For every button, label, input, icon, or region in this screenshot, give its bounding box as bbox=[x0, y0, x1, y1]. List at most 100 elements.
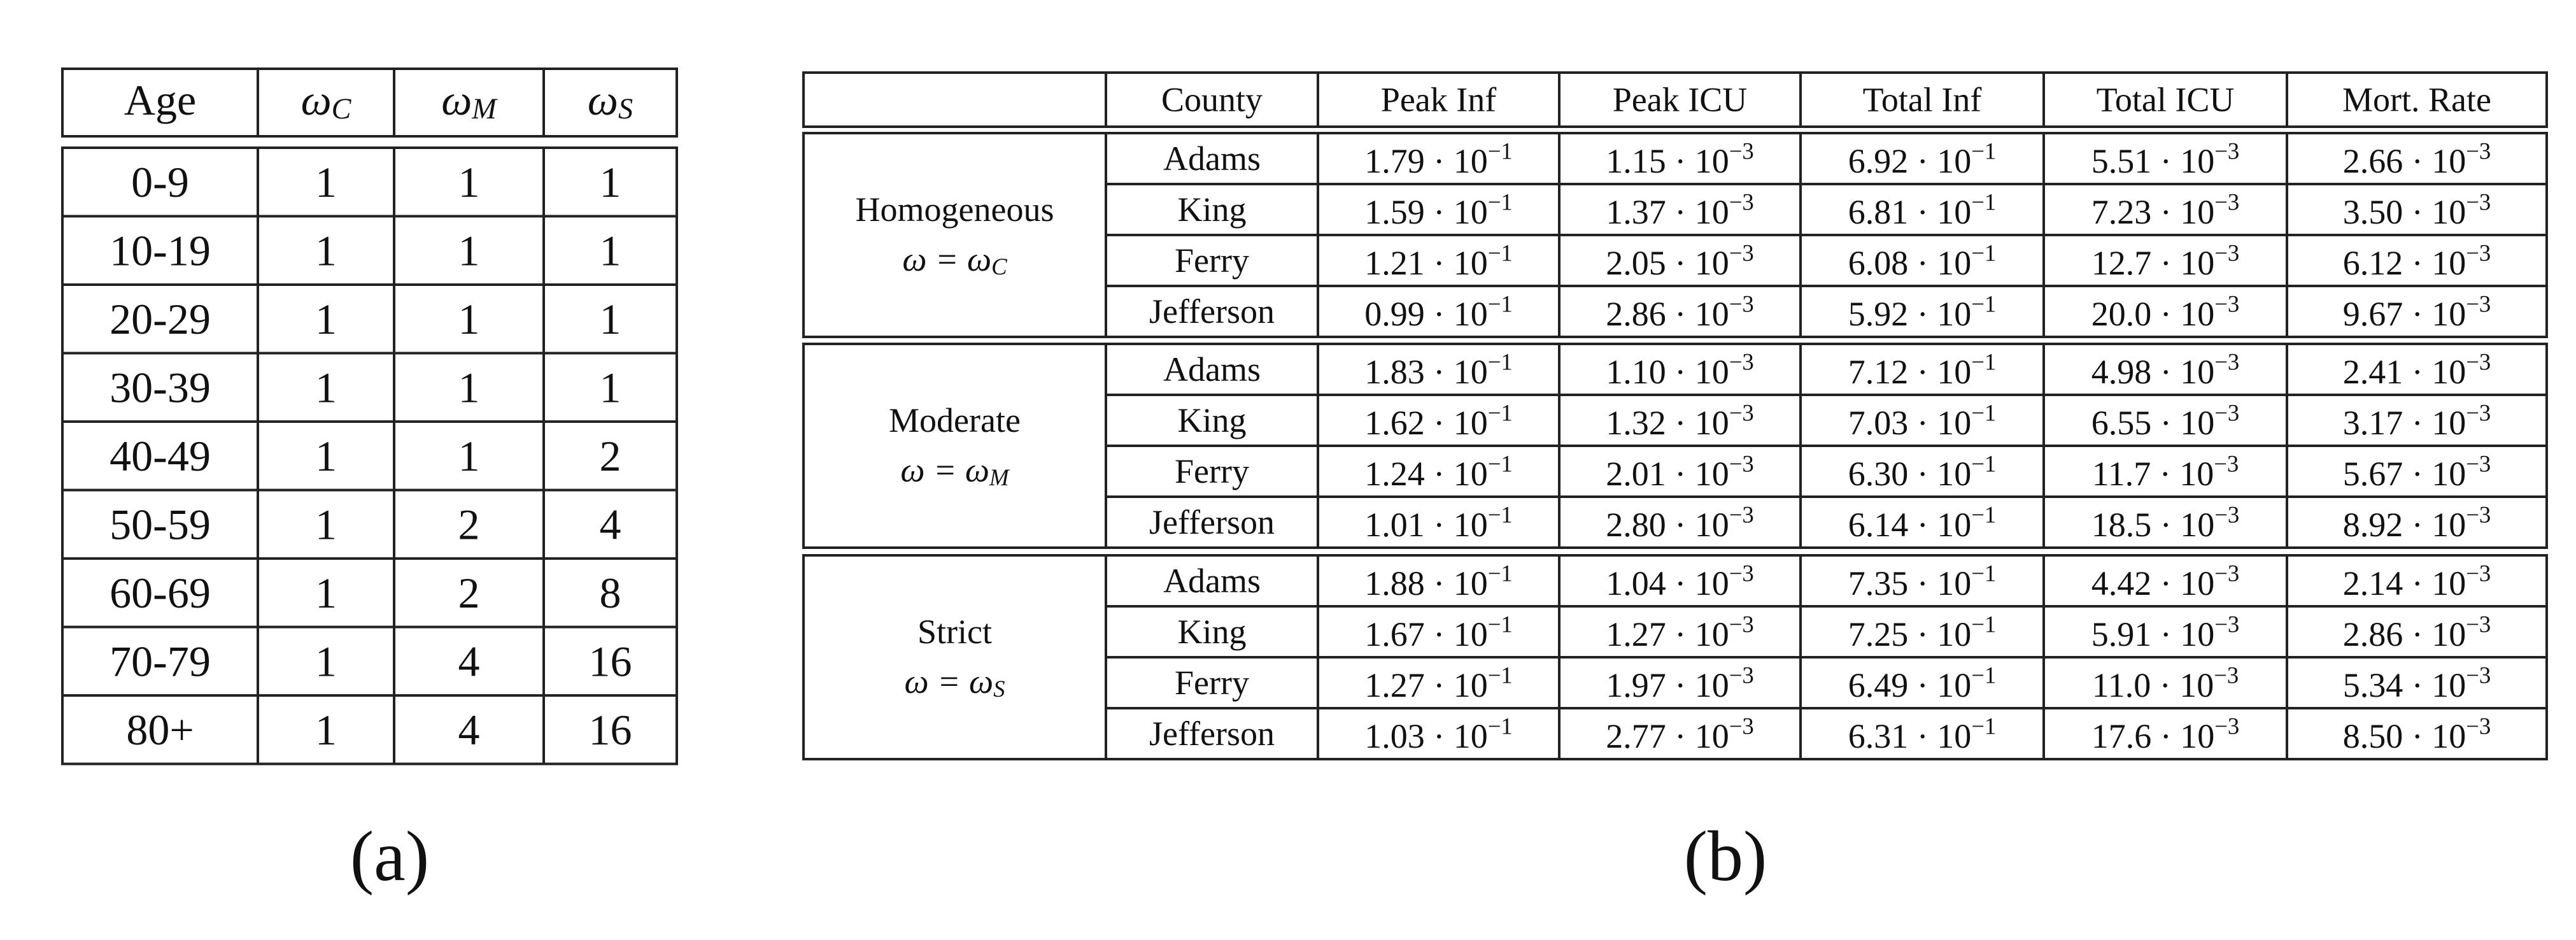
value-cell: 7.35 · 10−1 bbox=[1848, 560, 1997, 602]
value-cell-sup: −3 bbox=[1729, 450, 1754, 476]
value-cell-base: 2.14 · 10 bbox=[2343, 564, 2466, 602]
column-header-sub: M bbox=[471, 92, 498, 125]
value-cell: 0.99 · 10−1 bbox=[1364, 290, 1513, 333]
value-cell-base: 1.27 · 10 bbox=[1606, 615, 1729, 653]
value-cell-sup: −1 bbox=[1488, 662, 1513, 688]
table-cell: 1 bbox=[315, 432, 337, 480]
column-header-base: ω bbox=[301, 76, 332, 124]
value-cell-sup: −1 bbox=[1488, 348, 1513, 374]
group-omega-base: ω = ω bbox=[900, 451, 989, 489]
value-cell-sup: −1 bbox=[1488, 501, 1513, 527]
county: King bbox=[1178, 613, 1247, 651]
value-cell-base: 6.55 · 10 bbox=[2091, 404, 2214, 442]
value-cell-base: 1.21 · 10 bbox=[1364, 244, 1487, 282]
value-cell-base: 5.51 · 10 bbox=[2091, 142, 2214, 180]
table-cell: 1 bbox=[600, 295, 621, 343]
value-cell-sup: −1 bbox=[1488, 189, 1513, 215]
value-cell: 6.12 · 10−3 bbox=[2343, 239, 2491, 282]
value-cell-sup: −3 bbox=[2466, 189, 2491, 215]
value-cell-base: 3.17 · 10 bbox=[2343, 404, 2466, 442]
value-cell: 1.97 · 10−3 bbox=[1606, 662, 1754, 704]
table-cell: 0-9 bbox=[131, 158, 189, 206]
value-cell-base: 1.83 · 10 bbox=[1364, 353, 1487, 391]
value-cell: 1.01 · 10−1 bbox=[1364, 501, 1513, 544]
value-cell-base: 17.6 · 10 bbox=[2091, 717, 2214, 755]
value-cell-base: 1.62 · 10 bbox=[1364, 404, 1487, 442]
value-cell: 3.50 · 10−3 bbox=[2343, 189, 2491, 231]
value-cell-sup: −1 bbox=[1488, 290, 1513, 317]
value-cell-sup: −1 bbox=[1488, 560, 1513, 586]
group-omega-sub: M bbox=[989, 464, 1010, 490]
value-cell: 1.15 · 10−3 bbox=[1606, 138, 1754, 180]
value-cell: 9.67 · 10−3 bbox=[2343, 290, 2491, 333]
column-header: Age bbox=[124, 76, 196, 124]
table-cell: 1 bbox=[458, 295, 480, 343]
value-cell: 11.7 · 10−3 bbox=[2092, 450, 2239, 493]
value-cell: 1.27 · 10−1 bbox=[1364, 662, 1513, 704]
value-cell-sup: −1 bbox=[1971, 189, 1996, 215]
table-cell: 1 bbox=[315, 500, 337, 548]
county: King bbox=[1178, 190, 1247, 229]
value-cell: 5.51 · 10−3 bbox=[2091, 138, 2240, 180]
value-cell-sup: −1 bbox=[1971, 138, 1996, 164]
value-cell: 6.81 · 10−1 bbox=[1848, 189, 1997, 231]
county: Ferry bbox=[1175, 664, 1249, 702]
value-cell: 6.49 · 10−1 bbox=[1848, 662, 1997, 704]
value-cell: 2.41 · 10−3 bbox=[2343, 348, 2491, 391]
value-cell: 1.62 · 10−1 bbox=[1364, 399, 1513, 442]
table-cell: 8 bbox=[600, 569, 621, 617]
group-omega-sub: C bbox=[991, 253, 1007, 280]
value-cell: 2.80 · 10−3 bbox=[1606, 501, 1754, 544]
table-cell: 4 bbox=[600, 500, 621, 548]
value-cell-base: 1.10 · 10 bbox=[1606, 353, 1729, 391]
column-header-base: ω bbox=[441, 76, 472, 124]
value-cell-base: 7.03 · 10 bbox=[1848, 404, 1971, 442]
value-cell-base: 2.66 · 10 bbox=[2343, 142, 2466, 180]
value-cell-sup: −3 bbox=[2214, 348, 2239, 374]
group-omega-base: ω = ω bbox=[902, 240, 991, 278]
value-cell: 7.23 · 10−3 bbox=[2091, 189, 2240, 231]
value-cell: 3.17 · 10−3 bbox=[2343, 399, 2491, 442]
value-cell: 17.6 · 10−3 bbox=[2091, 713, 2240, 755]
value-cell-base: 8.92 · 10 bbox=[2343, 506, 2466, 544]
value-cell-base: 4.98 · 10 bbox=[2091, 353, 2214, 391]
value-cell-base: 9.67 · 10 bbox=[2343, 295, 2466, 333]
value-cell: 6.92 · 10−1 bbox=[1848, 138, 1997, 180]
value-cell-base: 1.24 · 10 bbox=[1364, 455, 1487, 493]
value-cell-base: 6.49 · 10 bbox=[1848, 666, 1971, 704]
value-cell-base: 2.01 · 10 bbox=[1606, 455, 1729, 493]
value-cell-base: 1.88 · 10 bbox=[1364, 564, 1487, 602]
value-cell-sup: −3 bbox=[1729, 239, 1754, 266]
value-cell-sup: −3 bbox=[1729, 501, 1754, 527]
value-cell-sup: −3 bbox=[1729, 713, 1754, 739]
value-cell: 5.67 · 10−3 bbox=[2343, 450, 2491, 493]
column-header: ωM bbox=[441, 76, 498, 125]
value-cell-sup: −3 bbox=[2214, 450, 2239, 476]
table-cell: 30-39 bbox=[110, 363, 211, 411]
value-cell-sup: −3 bbox=[1729, 611, 1754, 637]
value-cell: 1.03 · 10−1 bbox=[1364, 713, 1513, 755]
table-cell: 1 bbox=[315, 569, 337, 617]
value-cell-sup: −3 bbox=[2466, 239, 2491, 266]
value-cell-base: 1.59 · 10 bbox=[1364, 193, 1487, 231]
column-header-sub: S bbox=[618, 92, 633, 125]
value-cell: 5.34 · 10−3 bbox=[2343, 662, 2491, 704]
county: Ferry bbox=[1175, 241, 1249, 280]
value-cell-sup: −3 bbox=[2214, 138, 2239, 164]
value-cell-base: 6.12 · 10 bbox=[2343, 244, 2466, 282]
value-cell-sup: −3 bbox=[1729, 560, 1754, 586]
county: Jefferson bbox=[1149, 292, 1275, 331]
county: Adams bbox=[1163, 139, 1261, 178]
value-cell-base: 5.67 · 10 bbox=[2343, 455, 2466, 493]
value-cell-base: 6.31 · 10 bbox=[1848, 717, 1971, 755]
value-cell-base: 2.05 · 10 bbox=[1606, 244, 1729, 282]
value-cell-base: 8.50 · 10 bbox=[2343, 717, 2466, 755]
table-cell: 50-59 bbox=[110, 500, 211, 548]
value-cell-base: 6.08 · 10 bbox=[1848, 244, 1971, 282]
table-cell: 1 bbox=[315, 706, 337, 754]
county: Jefferson bbox=[1149, 503, 1275, 541]
border bbox=[61, 146, 678, 766]
value-cell: 1.10 · 10−3 bbox=[1606, 348, 1754, 391]
value-cell-base: 1.01 · 10 bbox=[1364, 506, 1487, 544]
value-cell-sup: −1 bbox=[1971, 399, 1996, 425]
